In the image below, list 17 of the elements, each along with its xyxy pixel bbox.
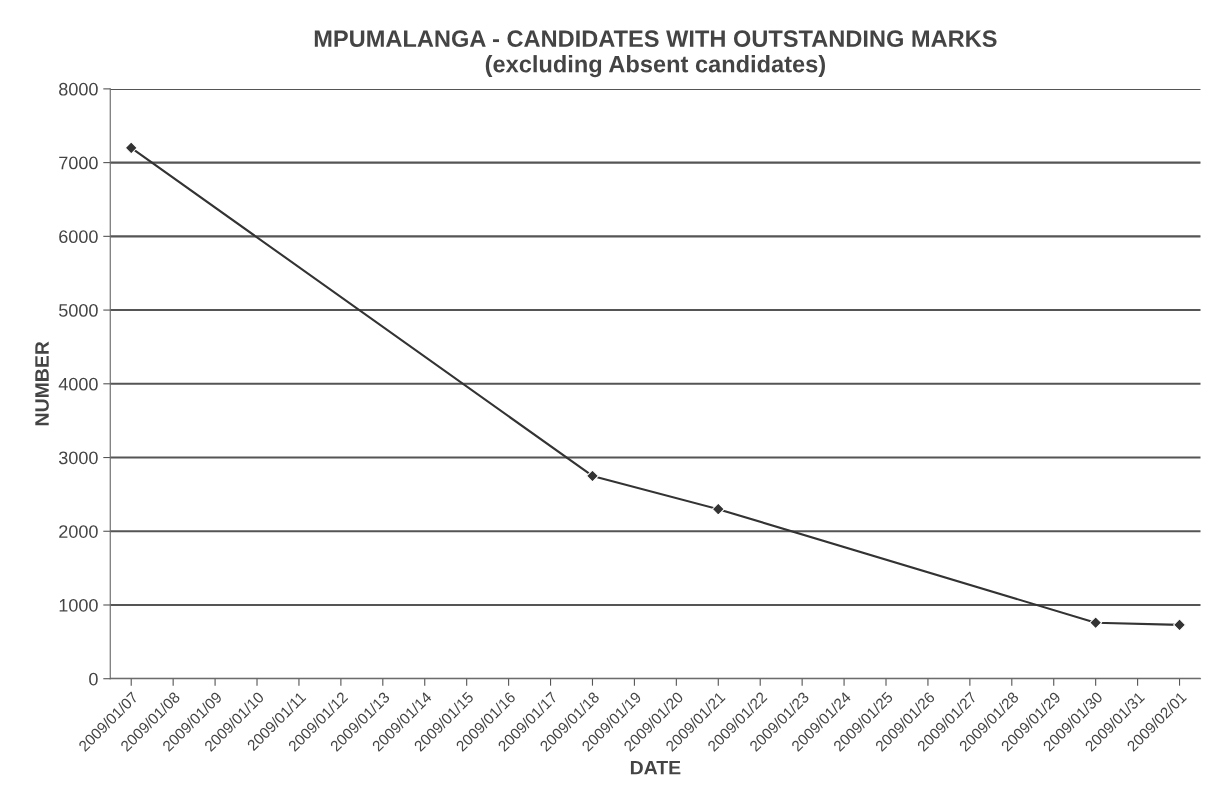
y-tick-label: 7000 xyxy=(59,156,98,170)
y-tick-label: 3000 xyxy=(58,451,98,465)
y-tick-label: 6000 xyxy=(59,230,98,244)
chart-title: MPUMALANGA - CANDIDATES WITH OUTSTANDING MARKS (excluding Absent candidates) xyxy=(314,30,997,78)
y-tick-label: 5000 xyxy=(59,304,98,317)
point xyxy=(1173,618,1186,632)
y-tick-label: 1000 xyxy=(59,598,98,612)
point xyxy=(1089,616,1103,630)
point xyxy=(711,502,725,516)
y-tick-label: 4000 xyxy=(58,377,98,391)
y-tick-label: 0 xyxy=(89,672,98,686)
y-tick-label: 2000 xyxy=(59,525,98,538)
point xyxy=(586,469,599,483)
y-tick-label: 8000 xyxy=(59,82,98,96)
x-axis-title: DATE xyxy=(630,760,681,775)
point xyxy=(124,141,138,155)
y-axis-title: NUMBER xyxy=(35,341,49,426)
